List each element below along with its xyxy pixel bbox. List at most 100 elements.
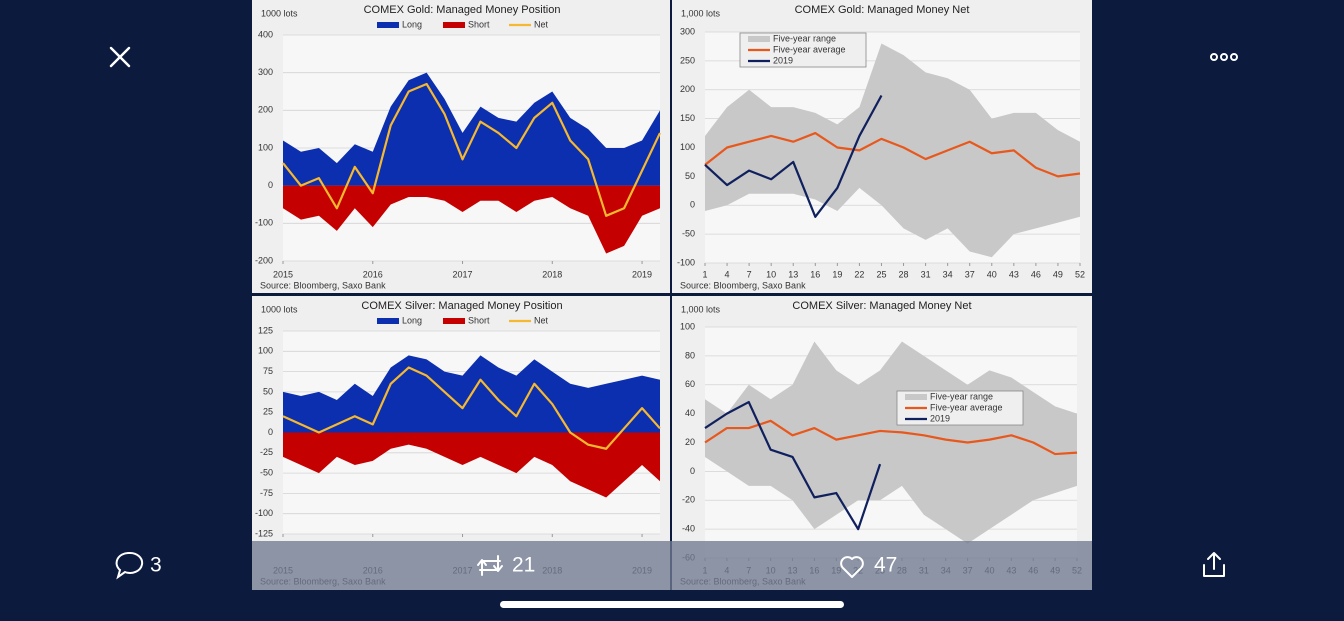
chart-title: COMEX Gold: Managed Money Net xyxy=(795,4,970,16)
legend-label: 2019 xyxy=(773,55,793,65)
y-tick-label: 50 xyxy=(263,386,273,396)
chart: COMEX Gold: Managed Money Position 1000 l… xyxy=(252,0,670,293)
reply-button[interactable]: 3 xyxy=(115,551,162,580)
y-axis-label: 1000 lots xyxy=(261,304,298,314)
legend-label: Net xyxy=(534,19,549,29)
y-tick-label: -75 xyxy=(260,488,273,498)
y-tick-label: -50 xyxy=(682,229,695,239)
x-tick-label: 2016 xyxy=(363,269,383,279)
x-tick-label: 49 xyxy=(1053,269,1063,279)
y-tick-label: -25 xyxy=(260,447,273,457)
like-button[interactable]: 47 xyxy=(840,554,897,578)
y-tick-label: -125 xyxy=(255,528,273,538)
y-axis-label: 1,000 lots xyxy=(681,304,721,314)
x-tick-label: 40 xyxy=(987,269,997,279)
x-tick-label: 1 xyxy=(702,269,707,279)
line xyxy=(704,94,883,218)
y-tick-label: 75 xyxy=(263,366,273,376)
retweet-count: 21 xyxy=(512,554,535,577)
legend-swatch xyxy=(377,318,399,324)
y-tick-label: 0 xyxy=(268,180,273,190)
area xyxy=(283,185,660,254)
x-tick-label: 25 xyxy=(876,269,886,279)
line xyxy=(282,82,661,217)
y-tick-label: 200 xyxy=(680,84,695,94)
retweet-button[interactable]: 21 xyxy=(477,554,535,577)
x-tick-label: 43 xyxy=(1009,269,1019,279)
y-tick-label: -50 xyxy=(260,467,273,477)
like-count: 47 xyxy=(874,554,897,577)
y-tick-label: 0 xyxy=(690,466,695,476)
legend-label: Five-year average xyxy=(930,402,1003,412)
legend-label: Five-year average xyxy=(773,44,846,54)
legend-swatch xyxy=(443,318,465,324)
chart-title: COMEX Gold: Managed Money Position xyxy=(364,4,561,16)
x-tick-label: 16 xyxy=(810,269,820,279)
share-button[interactable] xyxy=(1203,552,1225,577)
x-tick-label: 22 xyxy=(854,269,864,279)
reply-count: 3 xyxy=(150,554,162,577)
y-tick-label: 0 xyxy=(268,427,273,437)
range-band xyxy=(705,43,1080,258)
more-button[interactable] xyxy=(1210,53,1238,61)
line xyxy=(704,131,1081,178)
legend-label: Short xyxy=(468,315,490,325)
legend-swatch xyxy=(905,394,927,400)
y-tick-label: 60 xyxy=(685,379,695,389)
y-tick-label: -100 xyxy=(677,257,695,267)
x-tick-label: 4 xyxy=(725,269,730,279)
x-tick-label: 10 xyxy=(766,269,776,279)
y-tick-label: 300 xyxy=(680,26,695,36)
legend-label: Long xyxy=(402,19,422,29)
x-tick-label: 19 xyxy=(832,269,842,279)
y-tick-label: 400 xyxy=(258,29,273,39)
legend-label: Five-year range xyxy=(930,391,993,401)
y-axis-label: 1,000 lots xyxy=(681,8,721,18)
y-tick-label: 200 xyxy=(258,105,273,115)
action-bar xyxy=(252,541,1092,590)
x-tick-label: 37 xyxy=(965,269,975,279)
y-tick-label: 40 xyxy=(685,408,695,418)
close-button[interactable] xyxy=(109,46,131,68)
legend-label: 2019 xyxy=(930,413,950,423)
y-tick-label: 150 xyxy=(680,113,695,123)
legend-swatch xyxy=(748,36,770,42)
area xyxy=(283,432,660,498)
y-tick-label: -100 xyxy=(255,218,273,228)
x-tick-label: 2018 xyxy=(542,269,562,279)
x-tick-label: 31 xyxy=(921,269,931,279)
legend-label: Net xyxy=(534,315,549,325)
y-tick-label: 0 xyxy=(690,200,695,210)
chart: COMEX Gold: Managed Money Net 1,000 lots S… xyxy=(672,0,1092,293)
y-tick-label: -100 xyxy=(255,508,273,518)
legend-label: Long xyxy=(402,315,422,325)
home-indicator xyxy=(500,601,844,608)
y-tick-label: 100 xyxy=(258,346,273,356)
legend-label: Five-year range xyxy=(773,33,836,43)
x-tick-label: 34 xyxy=(943,269,953,279)
x-tick-label: 52 xyxy=(1075,269,1085,279)
x-tick-label: 28 xyxy=(899,269,909,279)
x-tick-label: 46 xyxy=(1031,269,1041,279)
line xyxy=(282,366,661,450)
y-tick-label: 100 xyxy=(258,142,273,152)
y-tick-label: 80 xyxy=(685,350,695,360)
x-tick-label: 7 xyxy=(747,269,752,279)
source: Source: Bloomberg, Saxo Bank xyxy=(680,280,806,290)
y-tick-label: -200 xyxy=(255,255,273,265)
legend-label: Short xyxy=(468,19,490,29)
source: Source: Bloomberg, Saxo Bank xyxy=(260,280,386,290)
area xyxy=(283,72,660,186)
chart-title: COMEX Silver: Managed Money Net xyxy=(792,300,971,312)
line xyxy=(704,419,1078,456)
chart-title: COMEX Silver: Managed Money Position xyxy=(361,300,562,312)
y-tick-label: 300 xyxy=(258,67,273,77)
y-tick-label: 125 xyxy=(258,325,273,335)
legend-swatch xyxy=(377,22,399,28)
x-tick-label: 2019 xyxy=(632,269,652,279)
legend-swatch xyxy=(443,22,465,28)
y-tick-label: -40 xyxy=(682,524,695,534)
x-tick-label: 2017 xyxy=(453,269,473,279)
